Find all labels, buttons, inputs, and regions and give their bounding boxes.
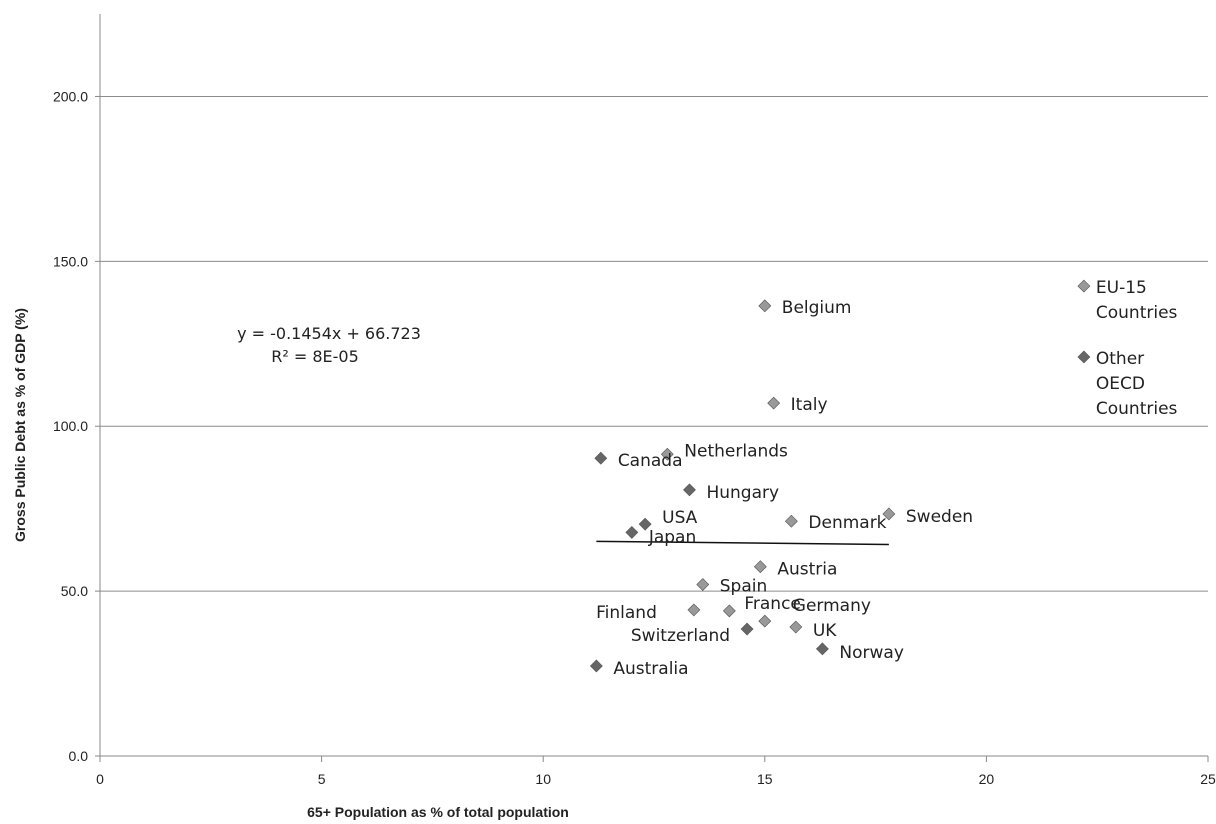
point-label-norway: Norway — [839, 643, 904, 663]
point-label-sweden: Sweden — [906, 507, 973, 527]
x-tick-label-0: 0 — [96, 771, 104, 787]
point-label-other-1: OECD — [1096, 374, 1145, 394]
point-label-eu-15-1: Countries — [1096, 303, 1178, 323]
point-label-netherlands: Netherlands — [684, 441, 788, 461]
point-label-other-2: Countries — [1096, 399, 1178, 419]
axes — [95, 14, 1209, 762]
point-label-spain: Spain — [720, 577, 768, 597]
point-label-italy: Italy — [791, 395, 828, 415]
gridlines — [100, 95, 1208, 592]
point-label-finland: Finland — [596, 603, 657, 623]
point-label-germany: Germany — [793, 596, 871, 616]
y-tick-label-2: 100.0 — [53, 418, 88, 434]
point-label-japan: Japan — [648, 527, 696, 547]
point-label-other-0: Other — [1096, 349, 1144, 369]
x-axis-title: 65+ Population as % of total population — [307, 804, 569, 820]
point-belgium — [758, 299, 772, 313]
point-italy — [767, 396, 781, 410]
x-tick-label-1: 5 — [318, 771, 326, 787]
point-spain — [696, 578, 710, 591]
point-label-france: France — [744, 594, 801, 614]
x-tick-label-4: 20 — [979, 771, 995, 787]
point-finland — [687, 603, 701, 617]
point-france — [722, 604, 736, 618]
point-hungary — [683, 483, 696, 497]
point-japan — [625, 525, 639, 539]
point-label-canada: Canada — [618, 451, 683, 471]
point-label-australia: Australia — [613, 659, 688, 679]
x-tick-label-5: 25 — [1200, 771, 1216, 787]
point-uk — [789, 620, 803, 634]
point-sweden — [882, 507, 896, 521]
tick-labels: 0.0 50.0 100.0 150.0 200.0 0 5 10 15 20 25 — [53, 88, 1216, 787]
point-austria — [753, 560, 767, 574]
trendline-group — [596, 540, 889, 546]
point-label-eu-15-0: EU-15 — [1096, 278, 1147, 298]
x-tick-label-2: 10 — [535, 771, 551, 787]
point-norway — [815, 642, 829, 656]
point-label-austria: Austria — [777, 560, 837, 580]
y-tick-label-4: 200.0 — [53, 88, 88, 104]
point-switzerland — [740, 622, 754, 636]
trendline — [596, 540, 889, 546]
y-axis-title: Gross Public Debt as % of GDP (%) — [12, 308, 28, 542]
point-label-hungary: Hungary — [706, 483, 779, 503]
point-netherlands — [660, 447, 674, 461]
point-label-usa: USA — [662, 508, 698, 528]
point-labels: Belgium Italy Canada Netherlands Hungary USAJ… — [596, 278, 1177, 679]
point-other — [1077, 350, 1091, 364]
point-label-denmark: Denmark — [808, 513, 886, 533]
trendline-r-squared: R² = 8E-05 — [271, 347, 359, 366]
point-denmark — [784, 514, 798, 528]
point-label-uk: UK — [813, 621, 837, 641]
point-eu-15 — [1077, 279, 1091, 293]
point-germany — [758, 614, 772, 628]
y-tick-label-0: 0.0 — [69, 748, 89, 764]
data-points — [589, 279, 1091, 673]
point-label-belgium: Belgium — [782, 298, 852, 318]
point-canada — [594, 451, 608, 465]
y-tick-label-3: 150.0 — [53, 253, 88, 269]
point-label-switzerland: Switzerland — [631, 626, 730, 646]
trendline-equation: y = -0.1454x + 66.723 — [237, 324, 421, 343]
x-tick-label-3: 15 — [757, 771, 773, 787]
point-australia — [589, 659, 603, 673]
point-usa — [638, 517, 652, 531]
y-tick-label-1: 50.0 — [61, 583, 88, 599]
